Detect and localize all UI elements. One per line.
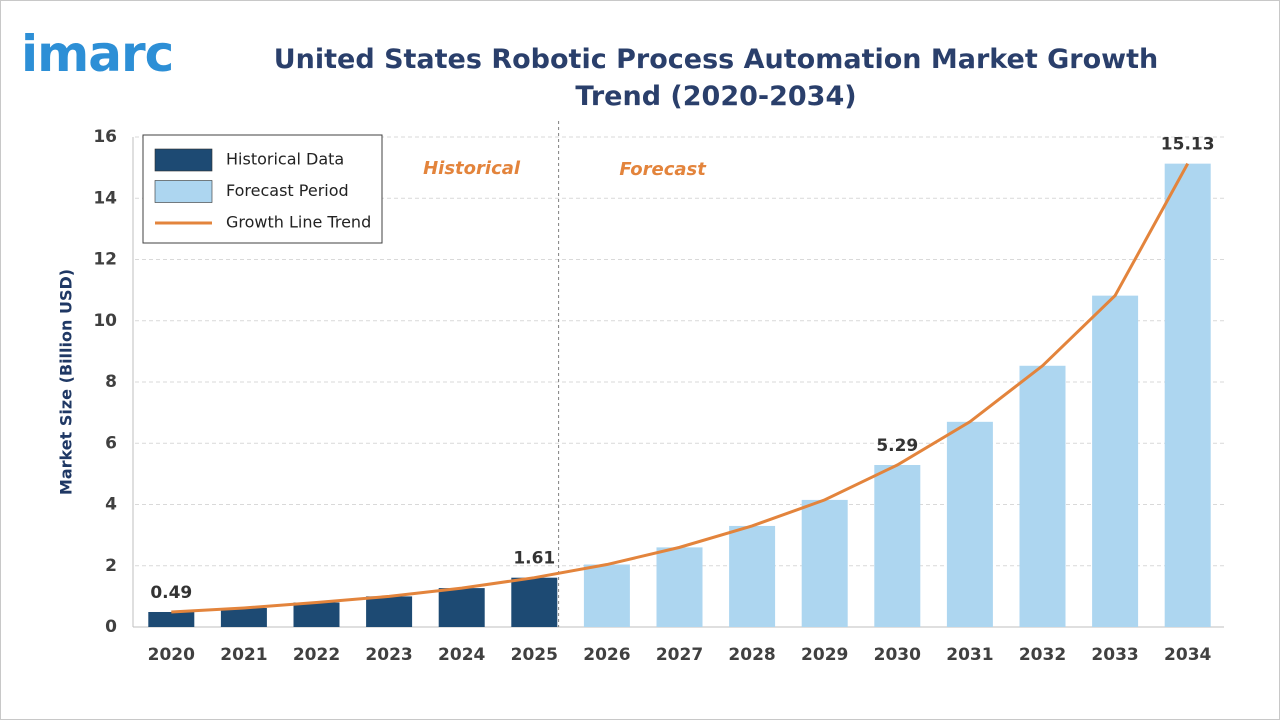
bar: [366, 596, 413, 627]
x-tick-label: 2031: [946, 645, 993, 665]
legend-label: Forecast Period: [226, 181, 349, 200]
x-tick-label: 2032: [1019, 645, 1066, 665]
bar: [801, 499, 848, 627]
x-tick-label: 2022: [293, 645, 340, 665]
legend-swatch: [154, 148, 213, 172]
trend-line: [171, 162, 1190, 614]
bar: [148, 611, 195, 627]
x-tick-label: 2023: [365, 645, 412, 665]
annotation: Forecast: [619, 159, 707, 180]
bar: [293, 602, 340, 627]
bar: [729, 525, 776, 627]
x-tick-label: 2027: [656, 645, 703, 665]
y-tick-label: 0: [105, 617, 117, 637]
data-label: 15.13: [1161, 135, 1215, 155]
bar: [583, 564, 630, 627]
bar: [511, 577, 558, 627]
x-tick-label: 2021: [220, 645, 267, 665]
y-tick-label: 14: [93, 188, 117, 208]
y-tick-label: 12: [93, 250, 117, 270]
y-tick-label: 6: [105, 433, 117, 453]
bar: [220, 608, 267, 627]
bar: [1164, 163, 1211, 628]
y-tick-label: 10: [93, 311, 117, 331]
x-tick-label: 2028: [728, 645, 775, 665]
y-tick-label: 4: [105, 495, 117, 515]
x-tick-label: 2034: [1164, 645, 1211, 665]
x-tick-label: 2029: [801, 645, 848, 665]
annotation: Historical: [423, 158, 521, 179]
legend-label: Growth Line Trend: [226, 213, 371, 232]
x-tick-label: 2025: [511, 645, 558, 665]
bar: [1092, 295, 1139, 627]
data-label: 5.29: [876, 436, 918, 456]
data-label: 1.61: [513, 549, 555, 569]
x-tick-label: 2030: [874, 645, 921, 665]
logo: imarc: [21, 25, 174, 83]
chart-title: United States Robotic Process Automation…: [273, 44, 1159, 112]
x-tick-label: 2020: [148, 645, 195, 665]
bar: [946, 421, 993, 627]
y-tick-label: 2: [105, 556, 117, 576]
y-tick-label: 8: [105, 372, 117, 392]
data-label: 0.49: [150, 583, 192, 603]
bar: [438, 588, 485, 627]
y-tick-label: 16: [93, 127, 117, 147]
bar: [656, 547, 703, 627]
x-tick-label: 2026: [583, 645, 630, 665]
x-tick-label: 2033: [1091, 645, 1138, 665]
y-axis-label: Market Size (Billion USD): [57, 269, 76, 495]
legend-swatch: [154, 180, 213, 203]
legend-label: Historical Data: [226, 150, 344, 169]
x-tick-label: 2024: [438, 645, 485, 665]
bar: [874, 464, 921, 627]
bar: [1019, 365, 1066, 627]
